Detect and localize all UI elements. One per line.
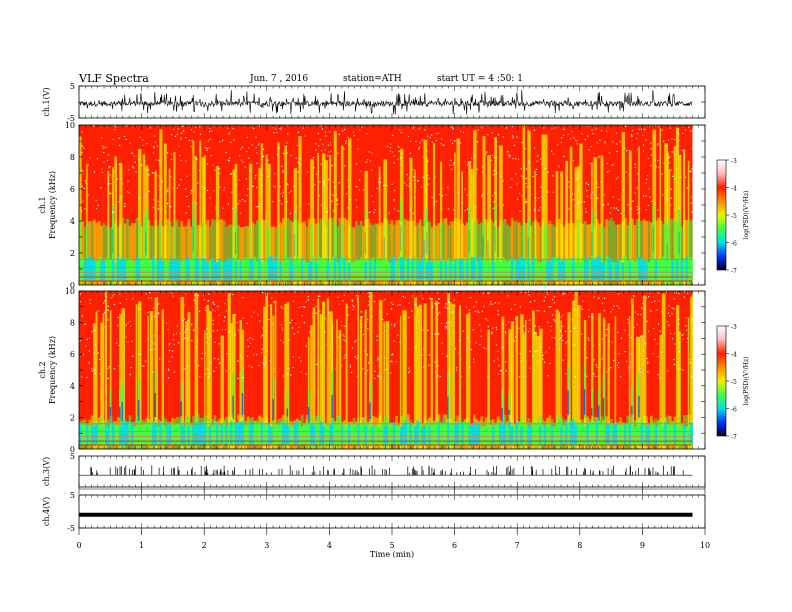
y-tick-label: 8 [70,319,75,328]
ch4-waveform-panel: 5 -5 ch.4(V) [42,486,706,533]
x-tick-label: 8 [577,541,582,550]
y-tick-label: 6 [70,185,75,194]
x-tick-label: 1 [139,541,144,550]
y-axis-label: ch.1(V) [42,87,51,116]
colorbar-gradient [716,325,727,437]
y-axis-label: ch.4(V) [42,497,51,526]
spectrogram-columns [93,291,693,449]
ch1-waveform-trace [78,89,693,115]
time-axis: 0 1 2 3 4 5 6 7 8 9 10 Time (min) [76,528,710,559]
start-time-label: start UT = 4 :50: 1 [437,74,523,84]
ch2-spectrogram-panel: 0 2 4 6 8 10 ch.2 Frequency (kHz) [38,287,706,454]
colorbar-label: log(PSD)(V²/Hz) [743,357,750,406]
ch1-colorbar: -3 -4 -5 -6 -7 log(PSD)(V²/Hz) [716,158,750,275]
y-axis-label: Frequency (kHz) [48,336,57,404]
y-axis-label: ch.3(V) [42,457,51,486]
ch1-spectrogram-panel: 0 2 4 6 8 10 ch.1 Frequency (kHz) [38,121,706,290]
low-frequency-band [79,217,693,285]
x-tick-label: 7 [515,541,520,550]
y-axis-label: ch.2 [38,361,47,378]
y-tick-label: 6 [70,350,75,359]
y-axis-label: ch.1 [38,196,47,213]
y-tick-label: 8 [70,153,75,162]
colorbar-tick-label: -7 [731,434,737,441]
ch3-spikes [90,465,684,476]
x-tick-label: 6 [452,541,457,550]
colorbar-tick-label: -3 [731,324,737,331]
x-axis-label: Time (min) [370,550,414,559]
ch1-waveform-panel: 5 -5 ch.1(V) [42,82,706,123]
colorbar-tick-label: -7 [731,268,737,275]
y-tick-label: 4 [70,382,75,391]
y-tick-label: 4 [70,217,75,226]
colorbar-tick-label: -5 [731,213,737,220]
x-tick-label: 4 [327,541,332,550]
spectrogram-speckle [79,125,694,215]
y-tick-label: 5 [70,491,75,500]
y-tick-label: -5 [67,114,75,123]
x-tick-label: 9 [640,541,645,550]
date-label: Jun. 7 , 2016 [250,74,309,84]
ch2-colorbar: -3 -4 -5 -6 -7 log(PSD)(V²/Hz) [716,324,750,441]
y-tick-label: 10 [65,121,75,130]
y-tick-label: 10 [65,287,75,296]
colorbar-tick-label: -3 [731,158,737,165]
ch3-waveform-panel: 5 ch.3(V) [42,452,706,488]
colorbar-label: log(PSD)(V²/Hz) [743,191,750,240]
colorbar-tick-label: -5 [731,379,737,386]
x-tick-label: 3 [264,541,269,550]
x-tick-label: 0 [76,541,81,550]
x-tick-label: 10 [700,541,710,550]
y-tick-label: 2 [70,249,75,258]
y-tick-label: -5 [67,524,75,533]
y-tick-label: 0 [70,281,75,290]
y-axis-label: Frequency (kHz) [48,171,57,239]
y-tick-label: 2 [70,413,75,422]
x-tick-label: 5 [389,541,394,550]
y-tick-label: 5 [70,82,75,91]
figure-title: VLF Spectra [79,72,149,85]
colorbar-tick-label: -6 [731,407,737,414]
colorbar-tick-label: -6 [731,241,737,248]
colorbar-tick-label: -4 [731,352,737,359]
colorbar-tick-label: -4 [731,186,737,193]
colorbar-gradient [716,159,727,271]
x-tick-label: 2 [202,541,207,550]
y-tick-label: 5 [70,452,75,461]
spectrogram-speckle [79,291,694,380]
station-label: station=ATH [343,74,402,84]
y-tick-label: 0 [70,445,75,454]
